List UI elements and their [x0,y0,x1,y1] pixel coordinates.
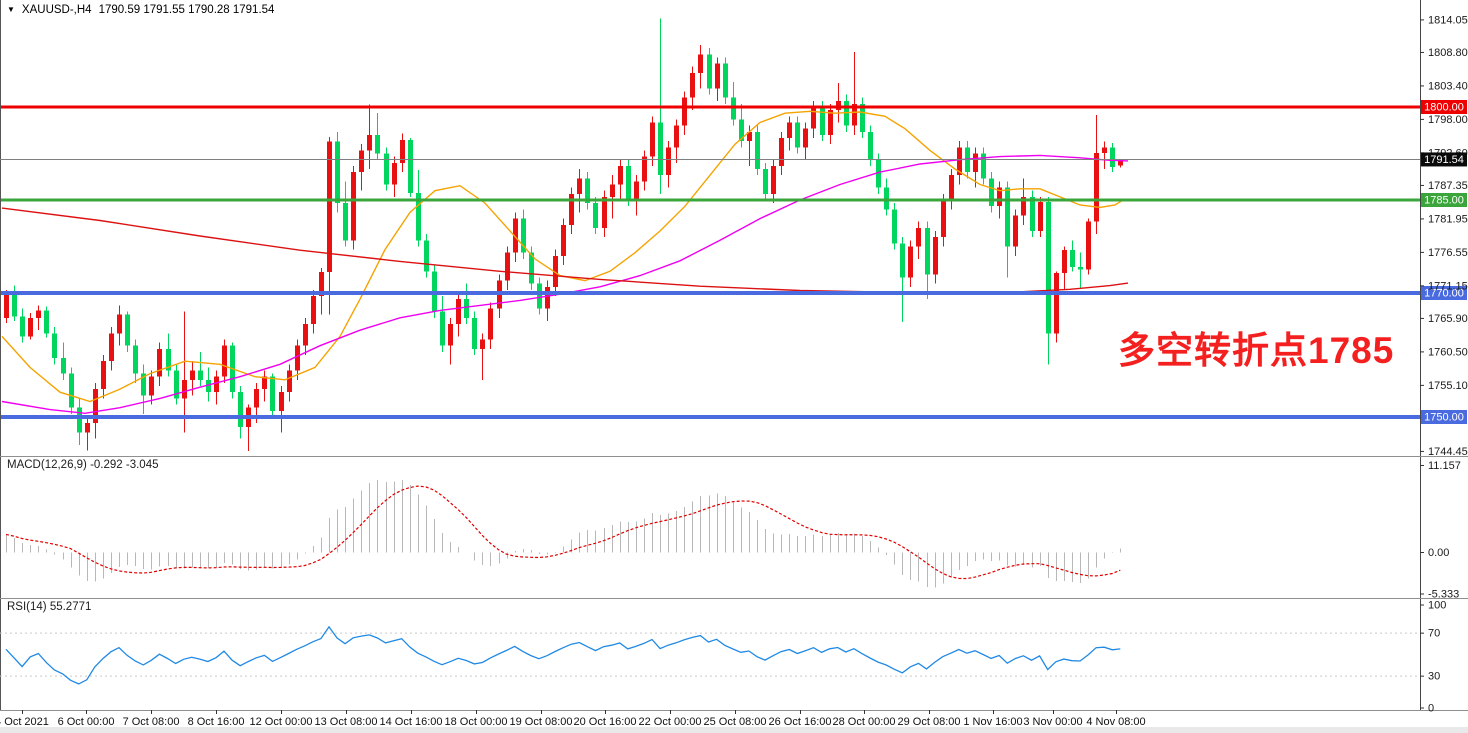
current-price-line: 1791.54 [0,152,1467,167]
rsi-levels [0,632,1420,677]
svg-text:14 Oct 16:00: 14 Oct 16:00 [380,716,443,728]
svg-text:1755.10: 1755.10 [1428,380,1468,392]
svg-text:1760.50: 1760.50 [1428,346,1468,358]
svg-text:13 Oct 08:00: 13 Oct 08:00 [315,716,378,728]
svg-text:1781.95: 1781.95 [1428,213,1468,225]
svg-text:22 Oct 00:00: 22 Oct 00:00 [639,716,702,728]
svg-text:30: 30 [1428,671,1440,683]
svg-text:70: 70 [1428,628,1440,640]
svg-text:1808.80: 1808.80 [1428,47,1468,59]
svg-text:6 Oct 00:00: 6 Oct 00:00 [58,716,115,728]
svg-text:12 Oct 00:00: 12 Oct 00:00 [250,716,313,728]
rsi-axis: 100 70 30 0 [1420,600,1446,715]
svg-text:1765.90: 1765.90 [1428,313,1468,325]
svg-text:1791.54: 1791.54 [1424,154,1464,166]
svg-text:29 Oct 08:00: 29 Oct 08:00 [898,716,961,728]
svg-text:1814.05: 1814.05 [1428,14,1468,26]
quote-ohlc-label: 1790.59 1791.55 1790.28 1791.54 [98,4,275,16]
svg-text:1744.45: 1744.45 [1428,446,1468,458]
svg-text:4 Nov 08:00: 4 Nov 08:00 [1086,716,1145,728]
svg-text:0: 0 [1428,703,1434,715]
price-badge-1770.00 [1421,286,1467,300]
current-price-badge [1421,152,1467,167]
rsi-line [5,625,1121,685]
chart-annotation[interactable]: 多空转折点1785 [1118,330,1395,371]
svg-text:1800.00: 1800.00 [1424,102,1464,114]
svg-text:0.00: 0.00 [1428,547,1449,559]
svg-text:28 Oct 00:00: 28 Oct 00:00 [833,716,896,728]
svg-text:1798.00: 1798.00 [1428,114,1468,126]
hline-1800-00[interactable]: 1800.00 [0,100,1467,114]
ma-slow-darkred-line [1,207,1129,294]
svg-text:1776.55: 1776.55 [1428,247,1468,259]
svg-text:4 Oct 2021: 4 Oct 2021 [0,716,49,728]
price-badge-1750.00 [1421,410,1467,424]
svg-text:1771.15: 1771.15 [1428,280,1468,292]
svg-text:18 Oct 00:00: 18 Oct 00:00 [445,716,508,728]
collapse-triangle-icon[interactable]: ▼ [7,5,15,14]
time-axis[interactable]: 4 Oct 2021 6 Oct 00:00 7 Oct 08:00 8 Oct 16… [0,710,1468,733]
svg-text:26 Oct 16:00: 26 Oct 16:00 [769,716,832,728]
svg-text:-5.333: -5.333 [1428,589,1459,601]
svg-text:20 Oct 16:00: 20 Oct 16:00 [574,716,637,728]
panel-separators [0,456,1468,711]
macd-axis: 11.157 0.00 -5.333 [1420,460,1461,601]
macd-indicator-label: MACD(12,26,9) -0.292 -3.045 [7,459,159,471]
macd-signal-line [5,485,1121,580]
svg-text:25 Oct 08:00: 25 Oct 08:00 [704,716,767,728]
rsi-indicator-label: RSI(14) 55.2771 [7,601,92,613]
svg-text:1787.35: 1787.35 [1428,180,1468,192]
price-badge-1785.00 [1421,193,1467,207]
svg-text:7 Oct 08:00: 7 Oct 08:00 [123,716,180,728]
svg-text:1803.40: 1803.40 [1428,80,1468,92]
svg-text:1 Nov 16:00: 1 Nov 16:00 [963,716,1022,728]
svg-text:3 Nov 00:00: 3 Nov 00:00 [1023,716,1082,728]
svg-text:8 Oct 16:00: 8 Oct 16:00 [188,716,245,728]
ma-mid-magenta-line [1,154,1129,415]
svg-text:19 Oct 08:00: 19 Oct 08:00 [510,716,573,728]
svg-text:1750.00: 1750.00 [1424,412,1464,424]
chart-header: ▼ XAUUSD-,H4 1790.59 1791.55 1790.28 179… [7,4,274,16]
ma-fast-orange-line [1,110,1126,403]
hline-1785-00[interactable]: 1785.00 [0,193,1467,207]
svg-text:100: 100 [1428,600,1446,612]
candles-group [4,18,1123,452]
symbol-period-label: XAUUSD-,H4 [21,4,92,16]
svg-text:1785.00: 1785.00 [1424,195,1464,207]
horizontal-scrollbar[interactable] [0,727,1468,733]
svg-text:11.157: 11.157 [1428,460,1461,472]
hline-1750-00[interactable]: 1750.00 [0,410,1467,424]
hline-1770-00[interactable]: 1770.00 [0,286,1467,300]
svg-text:1770.00: 1770.00 [1424,288,1464,300]
price-badge-1800.00 [1421,100,1467,114]
macd-histogram [6,480,1121,588]
